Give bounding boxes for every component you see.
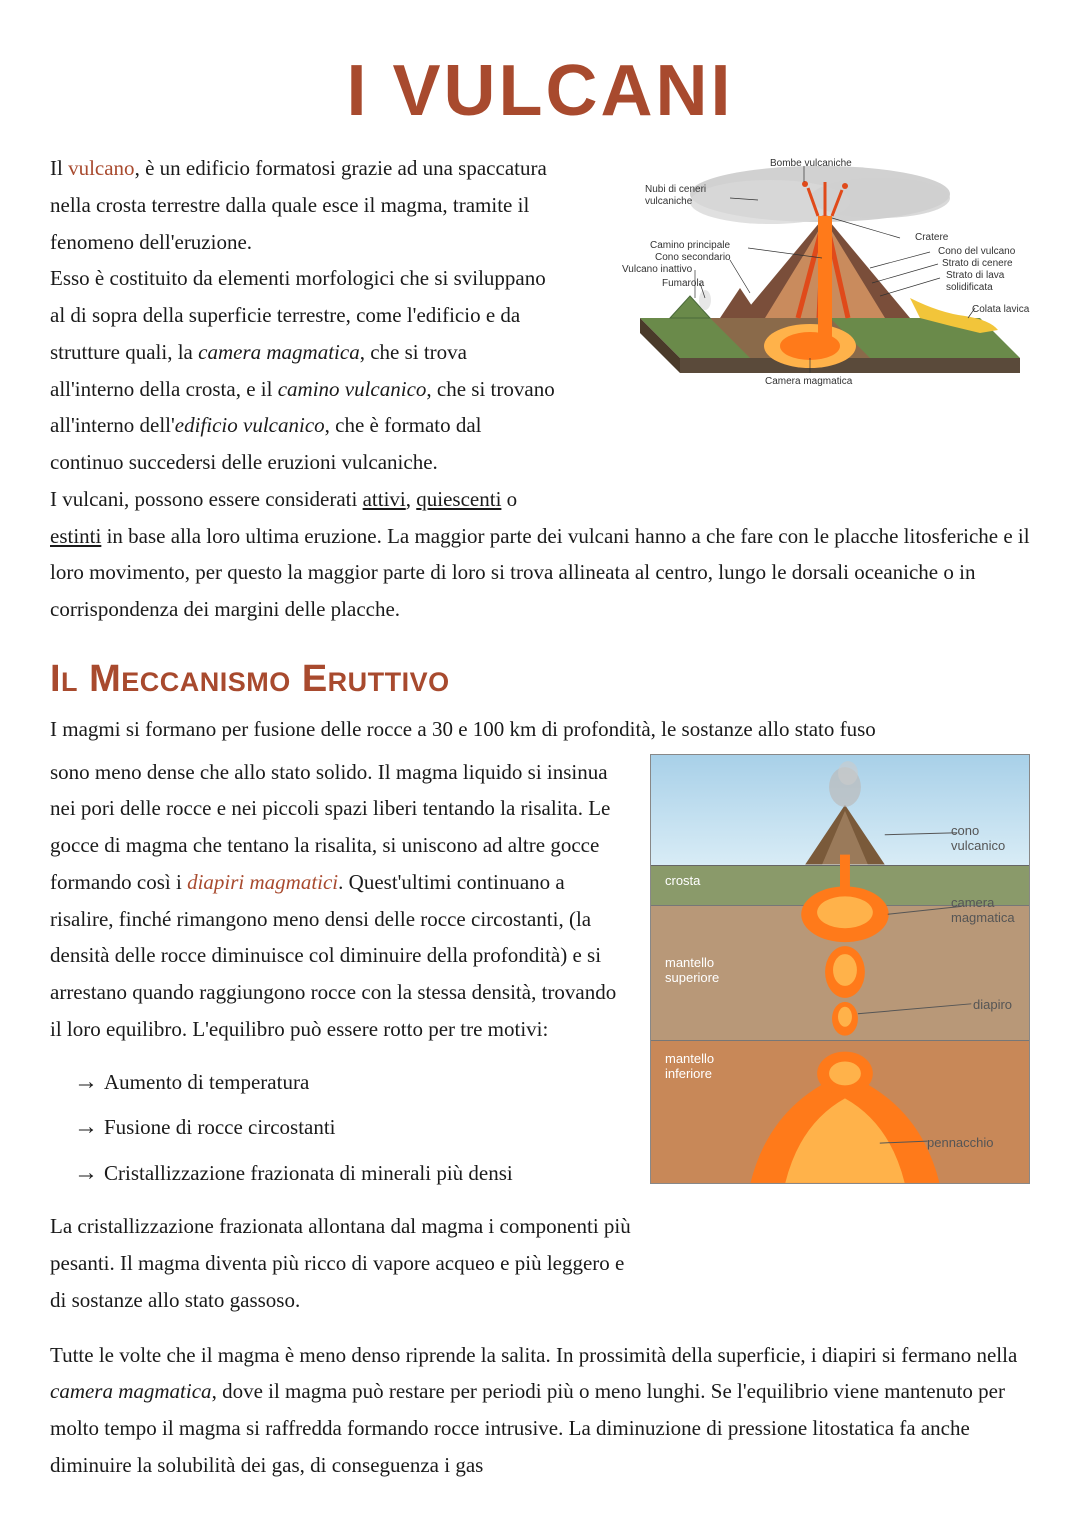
label-camino-principale: Camino principale [650, 240, 730, 252]
volcano-cross-section-diagram: Bombe vulcaniche Nubi di ceneri vulcanic… [570, 158, 1030, 398]
term-camera-magmatica2: camera magmatica [50, 1379, 212, 1403]
bullet-text: Cristallizzazione frazionata di minerali… [104, 1161, 513, 1185]
keyword-diapiri: diapiri magmatici [187, 870, 338, 894]
list-item: →Aumento di temperatura [74, 1060, 632, 1106]
label-mantello-inf: mantello inferiore [665, 1051, 735, 1081]
label-diapiro: diapiro [973, 997, 1012, 1012]
term-camera-magmatica: camera magmatica [198, 340, 360, 364]
term-camino-vulcanico: camino vulcanico [278, 377, 427, 401]
label-cratere: Cratere [915, 232, 948, 244]
intro-row: Il vulcano, è un edificio formatosi graz… [50, 150, 1030, 518]
bullet-text: Fusione di rocce circostanti [104, 1115, 336, 1139]
term-quiescenti: quiescenti [416, 487, 501, 511]
label-pennacchio: pennacchio [927, 1135, 994, 1150]
term-attivi: attivi [363, 487, 406, 511]
arrow-icon: → [74, 1160, 98, 1186]
bullet-list: →Aumento di temperatura →Fusione di rocc… [74, 1060, 632, 1197]
term-estinti: estinti [50, 524, 101, 548]
text: Il [50, 156, 68, 180]
intro-paragraph-1: Il vulcano, è un edificio formatosi graz… [50, 150, 556, 481]
label-cono-secondario: Cono secondario [655, 252, 731, 264]
label-colata-lavica: Colata lavica [972, 304, 1029, 316]
label-crosta: crosta [665, 873, 700, 888]
label-strato-cenere: Strato di cenere [942, 258, 1013, 270]
label-bombe: Bombe vulcaniche [770, 158, 852, 170]
section2-lead: I magmi si formano per fusione delle roc… [50, 711, 1030, 748]
section2-paragraph-1: sono meno dense che allo stato solido. I… [50, 754, 632, 1048]
section-title-meccanismo: Il Meccanismo Eruttivo [50, 658, 1030, 701]
text: in base alla loro ultima eruzione. La ma… [50, 524, 1030, 622]
section2-paragraph-3: Tutte le volte che il magma è meno denso… [50, 1337, 1030, 1484]
section2-paragraph-2: La cristallizzazione frazionata allontan… [50, 1208, 632, 1318]
label-cono-del-vulcano: Cono del vulcano [938, 246, 1015, 258]
text: , [406, 487, 417, 511]
list-item: →Cristallizzazione frazionata di mineral… [74, 1151, 632, 1197]
diapir-diagram: cono vulcanico crosta camera magmatica m… [650, 754, 1030, 1184]
intro-paragraph-2b: estinti in base alla loro ultima eruzion… [50, 518, 1030, 628]
term-edificio-vulcanico: edificio vulcanico [175, 413, 325, 437]
arrow-icon: → [74, 1069, 98, 1095]
label-vulcano-inattivo: Vulcano inattivo [622, 264, 692, 276]
page-title: I VULCANI [50, 50, 1030, 132]
label-cono-vulcanico: cono vulcanico [951, 823, 1021, 853]
label-camera-magmatica2: camera magmatica [951, 895, 1027, 925]
label-nubi: Nubi di ceneri vulcaniche [645, 184, 725, 208]
keyword-vulcano: vulcano [68, 156, 134, 180]
bullet-text: Aumento di temperatura [104, 1070, 309, 1094]
label-camera-magmatica: Camera magmatica [765, 376, 852, 388]
list-item: →Fusione di rocce circostanti [74, 1105, 632, 1151]
text: . Quest'ultimi continuano a risalire, fi… [50, 870, 616, 1041]
section2-row: sono meno dense che allo stato solido. I… [50, 754, 1030, 1319]
label-mantello-sup: mantello superiore [665, 955, 735, 985]
text: Tutte le volte che il magma è meno denso… [50, 1343, 1017, 1367]
intro-paragraph-2a: I vulcani, possono essere considerati at… [50, 481, 556, 518]
label-strato-lava: Strato di lava solidificata [946, 270, 1026, 294]
text: I vulcani, possono essere considerati [50, 487, 363, 511]
text: I magmi si formano per fusione delle roc… [50, 717, 876, 741]
arrow-icon: → [74, 1114, 98, 1140]
label-fumarola: Fumarola [662, 278, 704, 290]
text: o [501, 487, 517, 511]
